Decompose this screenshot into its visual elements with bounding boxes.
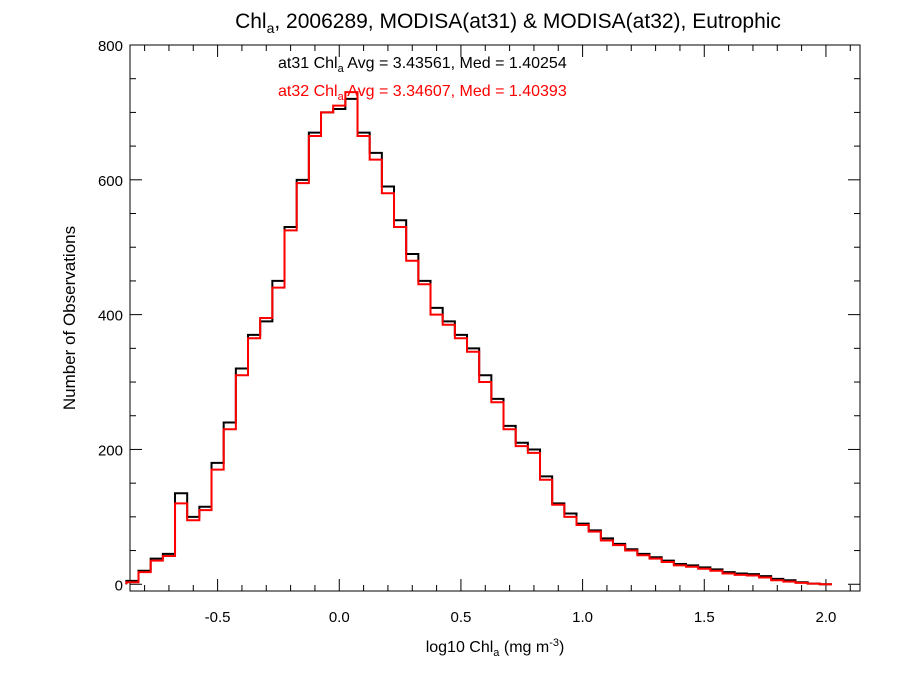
y-tick-label: 600 bbox=[98, 173, 123, 190]
chart-title: Chla, 2006289, MODISA(at31) & MODISA(at3… bbox=[235, 10, 781, 36]
plot-frame bbox=[129, 44, 861, 592]
x-tick-label: 0.5 bbox=[451, 609, 472, 626]
annotation-at31-stats: Avg = 3.43561, Med = 1.40254 bbox=[344, 55, 567, 72]
series-at32-histogram bbox=[125, 91, 833, 586]
chart-title-main: Chl bbox=[235, 10, 267, 33]
y-axis-ticks: 0 200 400 600 800 bbox=[98, 38, 860, 594]
x-axis-label-units: (mg m bbox=[499, 639, 549, 656]
annotation-at31-subscript: a bbox=[338, 63, 345, 75]
series-at31-histogram bbox=[125, 97, 833, 586]
x-axis-label-close: ) bbox=[559, 639, 564, 656]
x-axis-label-superscript: -3 bbox=[549, 637, 559, 649]
y-tick-label: 800 bbox=[98, 38, 123, 55]
annotation-at32-subscript: a bbox=[338, 91, 345, 103]
annotation-at31-label: at31 Chl bbox=[278, 55, 338, 72]
series-layer bbox=[125, 91, 833, 586]
x-tick-label: 1.0 bbox=[572, 609, 593, 626]
x-tick-label: -0.5 bbox=[205, 609, 231, 626]
annotation-at32: at32 Chla Avg = 3.34607, Med = 1.40393 bbox=[278, 83, 567, 103]
x-tick-label: 2.0 bbox=[816, 609, 837, 626]
y-tick-label: 200 bbox=[98, 442, 123, 459]
chart-title-subscript: a bbox=[267, 20, 275, 36]
annotation-at31: at31 Chla Avg = 3.43561, Med = 1.40254 bbox=[278, 55, 567, 75]
chart-title-rest: , 2006289, MODISA(at31) & MODISA(at32), … bbox=[274, 10, 781, 33]
x-tick-label: 0.0 bbox=[329, 609, 350, 626]
x-axis-label: log10 Chla (mg m-3) bbox=[426, 637, 565, 659]
y-tick-label: 0 bbox=[115, 577, 123, 594]
x-tick-label: 1.5 bbox=[694, 609, 715, 626]
y-tick-label: 400 bbox=[98, 308, 123, 325]
plot-area: -0.5 0.0 0.5 1.0 1.5 2.0 0 200 400 600 800 bbox=[98, 38, 861, 626]
annotation-at32-label: at32 Chl bbox=[278, 83, 338, 100]
y-axis-label: Number of Observations bbox=[60, 226, 79, 410]
x-axis-ticks: -0.5 0.0 0.5 1.0 1.5 2.0 bbox=[144, 45, 851, 626]
annotation-at32-stats: Avg = 3.34607, Med = 1.40393 bbox=[344, 83, 567, 100]
x-axis-label-subscript: a bbox=[493, 647, 500, 659]
x-axis-label-main: log10 Chl bbox=[426, 639, 494, 656]
